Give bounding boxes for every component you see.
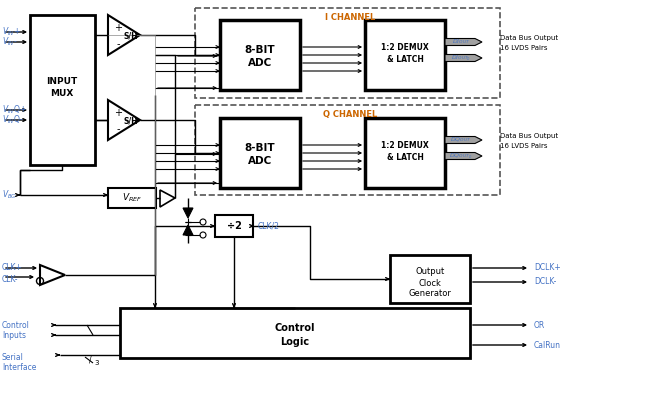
Bar: [195, 8, 500, 98]
Text: 3: 3: [94, 360, 99, 366]
Text: $V_{BG}$: $V_{BG}$: [2, 189, 17, 201]
Text: $DI_{OUT}$: $DI_{OUT}$: [452, 38, 470, 46]
FancyArrow shape: [445, 152, 482, 160]
Text: Control: Control: [275, 323, 315, 333]
Text: 16 LVDS Pairs: 16 LVDS Pairs: [500, 45, 547, 51]
Text: $DI_{OUT_D}$: $DI_{OUT_D}$: [451, 53, 471, 63]
Text: CLK-: CLK-: [2, 275, 19, 285]
Text: $V_{IN}$+: $V_{IN}$+: [2, 26, 21, 38]
Text: Data Bus Output: Data Bus Output: [500, 133, 558, 139]
Text: DCLK-: DCLK-: [534, 277, 557, 286]
Text: MUX: MUX: [51, 88, 74, 97]
Bar: [215, 215, 253, 237]
Text: 8-BIT: 8-BIT: [245, 45, 275, 55]
Text: Output: Output: [416, 268, 445, 277]
Text: ADC: ADC: [248, 156, 272, 166]
Text: $V_{IN}$Q-: $V_{IN}$Q-: [2, 114, 23, 126]
Polygon shape: [183, 225, 193, 235]
Bar: [390, 255, 470, 303]
Text: OR: OR: [534, 321, 545, 329]
Text: & LATCH: & LATCH: [386, 154, 424, 162]
Text: $DQ_{OUT_D}$: $DQ_{OUT_D}$: [450, 151, 473, 161]
Text: /: /: [88, 356, 91, 364]
Bar: [120, 308, 470, 358]
Text: ADC: ADC: [248, 58, 272, 68]
Text: ÷2: ÷2: [227, 221, 241, 231]
Text: Clock: Clock: [418, 279, 442, 288]
Text: Inputs: Inputs: [2, 331, 26, 340]
Text: -: -: [116, 39, 120, 49]
Text: Logic: Logic: [281, 337, 310, 347]
Text: S/H: S/H: [124, 31, 138, 40]
Text: Generator: Generator: [408, 290, 452, 299]
Text: $V_{IN}$Q+: $V_{IN}$Q+: [2, 104, 27, 116]
Text: Serial: Serial: [2, 353, 24, 362]
Bar: [30, 15, 95, 165]
Bar: [365, 20, 445, 90]
Text: S/H: S/H: [124, 116, 138, 125]
Text: CLK+: CLK+: [2, 263, 23, 272]
Text: DCLK+: DCLK+: [534, 263, 561, 272]
Bar: [365, 118, 445, 188]
Text: CLK/2: CLK/2: [258, 222, 280, 231]
Text: Control: Control: [2, 321, 30, 329]
Polygon shape: [183, 208, 193, 218]
Text: 1:2 DEMUX: 1:2 DEMUX: [381, 44, 429, 53]
Text: 16 LVDS Pairs: 16 LVDS Pairs: [500, 143, 547, 149]
Text: +: +: [114, 108, 122, 118]
Text: 1:2 DEMUX: 1:2 DEMUX: [381, 141, 429, 151]
Text: $V_{IN}$-: $V_{IN}$-: [2, 36, 17, 48]
Text: $DQ_{OUT}$: $DQ_{OUT}$: [450, 136, 471, 144]
Bar: [108, 188, 156, 208]
Text: -: -: [116, 124, 120, 134]
Text: INPUT: INPUT: [47, 77, 78, 86]
FancyArrow shape: [445, 55, 482, 61]
Text: Q CHANNEL: Q CHANNEL: [323, 110, 377, 119]
Text: +: +: [114, 23, 122, 33]
Text: $V_{REF}$: $V_{REF}$: [122, 192, 142, 204]
Bar: [220, 118, 300, 188]
FancyArrow shape: [445, 136, 482, 143]
Text: Data Bus Output: Data Bus Output: [500, 35, 558, 41]
Text: I CHANNEL: I CHANNEL: [325, 13, 375, 22]
Text: Interface: Interface: [2, 364, 37, 373]
Text: & LATCH: & LATCH: [386, 55, 424, 64]
Text: CalRun: CalRun: [534, 340, 561, 349]
FancyArrow shape: [445, 39, 482, 46]
Bar: [220, 20, 300, 90]
Bar: [195, 105, 500, 195]
Text: 8-BIT: 8-BIT: [245, 143, 275, 153]
